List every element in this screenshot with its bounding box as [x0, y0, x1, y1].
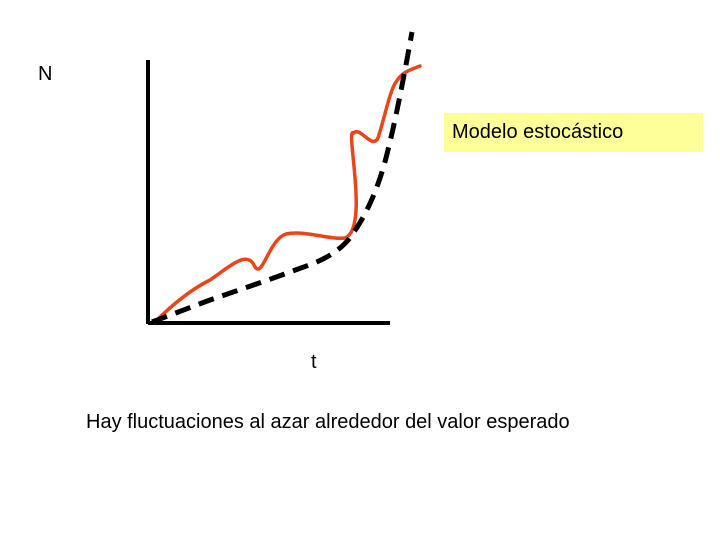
model-label-box: Modelo estocástico [444, 113, 703, 152]
x-axis-label: t [311, 351, 317, 373]
caption-text: Hay fluctuaciones al azar alrededor del … [86, 411, 570, 433]
y-axis-label: N [38, 63, 53, 85]
expected-value-curve [151, 31, 415, 325]
stochastic-curve [153, 64, 422, 324]
